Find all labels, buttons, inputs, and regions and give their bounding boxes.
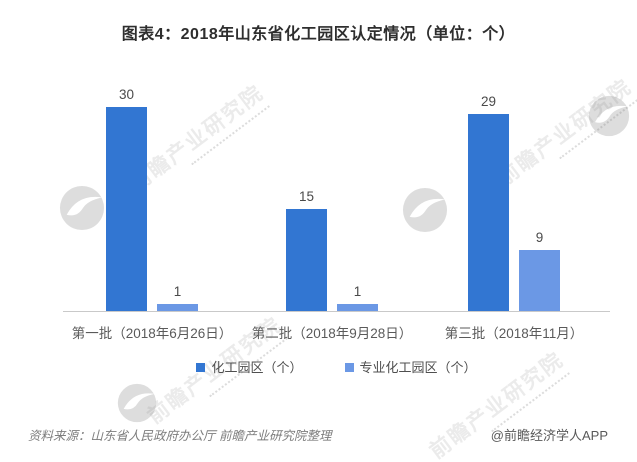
legend: 化工园区（个） 专业化工园区（个） xyxy=(63,357,610,376)
bar-value-label: 1 xyxy=(353,284,362,299)
x-axis-label-batch-3: 第三批（2018年11月） xyxy=(444,326,584,341)
bar-specialized-chemical-parks-batch-1 xyxy=(157,304,198,311)
credit-note: @前瞻经济学人APP xyxy=(490,428,608,443)
bar-chemical-parks-batch-1 xyxy=(106,107,147,311)
bar-value-label: 9 xyxy=(535,230,544,245)
watermark-logo-icon xyxy=(402,187,448,233)
bar-value-label: 15 xyxy=(298,189,315,204)
bar-chemical-parks-batch-3 xyxy=(468,114,509,311)
source-note: 资料来源：山东省人民政府办公厅 前瞻产业研究院整理 xyxy=(28,429,332,443)
legend-label: 化工园区（个） xyxy=(211,360,303,375)
legend-swatch-icon xyxy=(344,362,354,372)
legend-item-chemical-parks: 化工园区（个） xyxy=(196,357,303,376)
chart-title: 图表4：2018年山东省化工园区认定情况（单位：个） xyxy=(121,26,516,43)
x-axis-line xyxy=(63,311,610,312)
watermark-logo-icon xyxy=(59,185,105,231)
x-axis-label-batch-2: 第二批（2018年9月28日） xyxy=(251,326,413,341)
bar-value-label: 30 xyxy=(118,87,135,102)
bar-value-label: 29 xyxy=(480,94,497,109)
legend-item-specialized-chemical-parks: 专业化工园区（个） xyxy=(344,357,477,376)
bar-specialized-chemical-parks-batch-2 xyxy=(337,304,378,311)
bar-specialized-chemical-parks-batch-3 xyxy=(519,250,560,311)
legend-label: 专业化工园区（个） xyxy=(359,360,477,375)
bar-chemical-parks-batch-2 xyxy=(286,209,327,311)
x-axis-label-batch-1: 第一批（2018年6月26日） xyxy=(71,326,233,341)
bar-value-label: 1 xyxy=(173,284,182,299)
legend-swatch-icon xyxy=(196,362,206,372)
